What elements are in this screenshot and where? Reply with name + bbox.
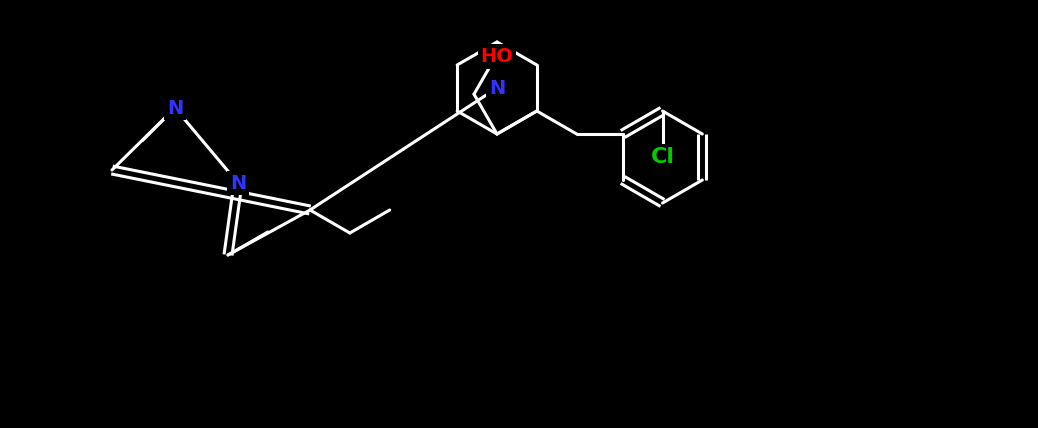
- Text: Cl: Cl: [651, 147, 675, 167]
- Text: N: N: [489, 78, 506, 98]
- Text: N: N: [229, 173, 246, 193]
- Text: HO: HO: [481, 47, 514, 66]
- Text: N: N: [167, 98, 183, 118]
